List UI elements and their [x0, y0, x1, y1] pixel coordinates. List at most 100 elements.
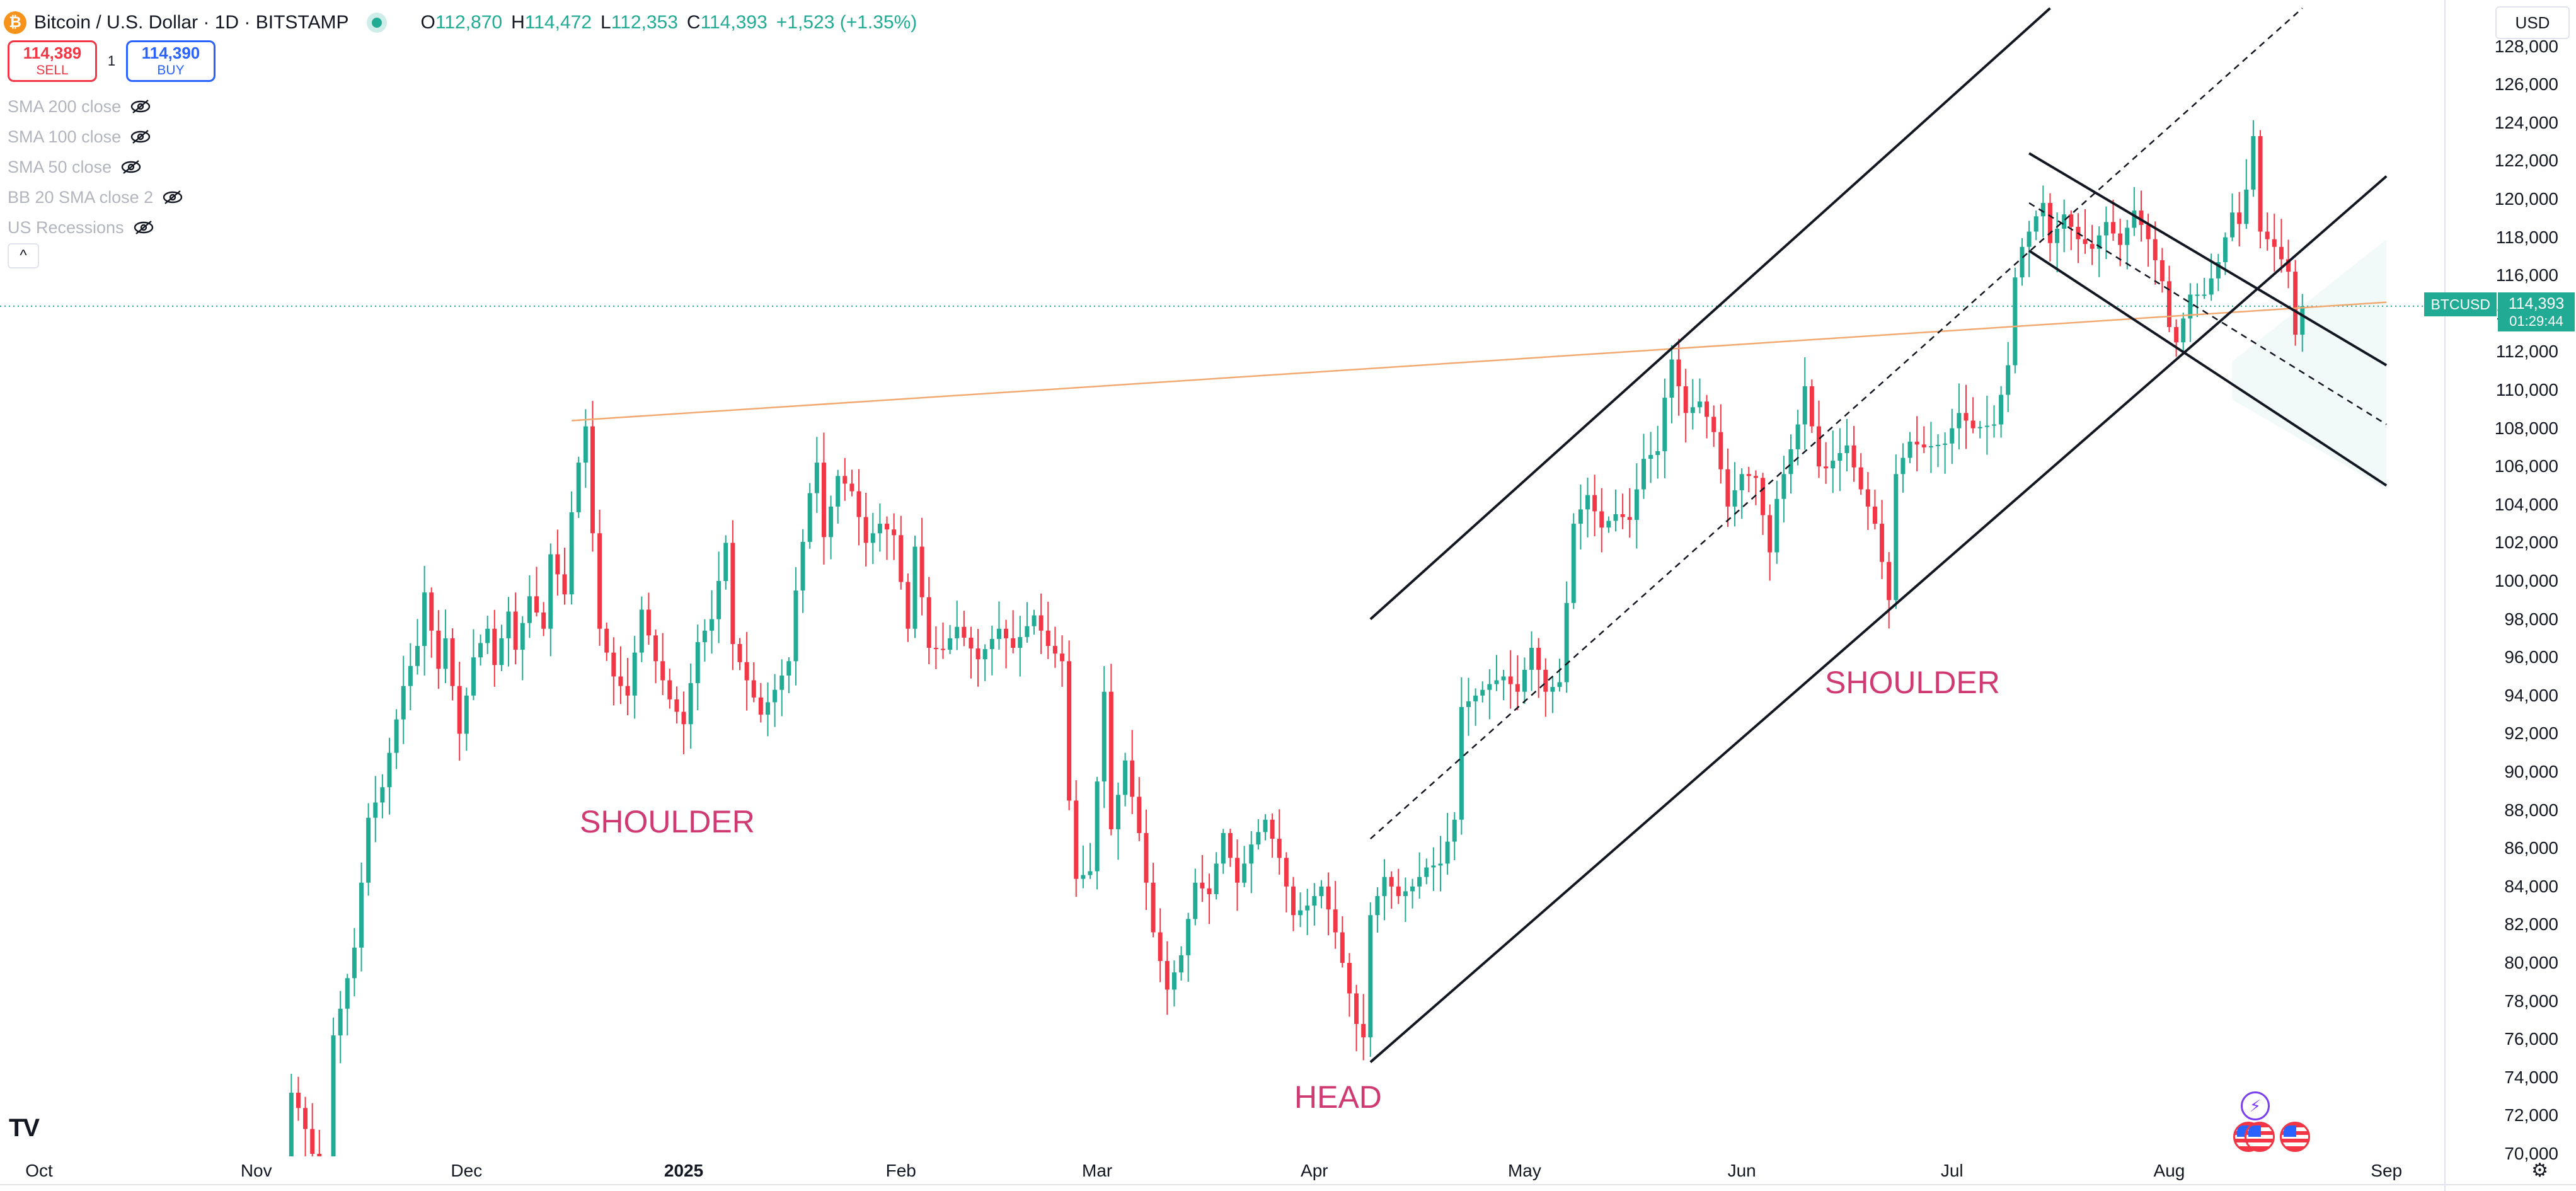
eye-crossed-icon[interactable]: [130, 99, 151, 114]
candle-body: [674, 699, 679, 712]
candle-body: [821, 463, 826, 538]
currency-selector[interactable]: USD: [2495, 6, 2570, 39]
candle-body: [1186, 919, 1191, 955]
descending-upper-line: [2028, 152, 2388, 367]
candle-body: [1774, 498, 1780, 553]
candle-body: [2027, 231, 2032, 247]
eye-crossed-icon[interactable]: [162, 190, 183, 205]
candle-body: [2132, 210, 2137, 228]
candle-body: [653, 635, 658, 662]
candle-body: [471, 657, 476, 696]
candle-body: [1683, 386, 1688, 413]
candle-body: [2139, 210, 2144, 225]
eye-crossed-icon[interactable]: [130, 129, 151, 144]
candle-body: [2174, 327, 2179, 343]
price-tick-label: 80,000: [2504, 953, 2558, 972]
candle-body: [2237, 212, 2242, 224]
candle-body: [1249, 844, 1254, 864]
eye-crossed-icon[interactable]: [133, 220, 154, 235]
candle-body: [2230, 212, 2235, 238]
tradingview-logo[interactable]: TV: [9, 1114, 40, 1142]
candle-body: [1627, 517, 1632, 521]
price-tick-label: 76,000: [2504, 1029, 2558, 1049]
indicator-label: SMA 50 close: [8, 157, 112, 176]
candle-body: [2062, 214, 2067, 229]
candle-body: [429, 592, 434, 631]
indicator-bb-20[interactable]: BB 20 SMA close 2: [8, 182, 183, 212]
head-label[interactable]: HEAD: [1294, 1079, 1382, 1115]
candle-body: [1991, 424, 1996, 426]
symbol-title[interactable]: Bitcoin / U.S. Dollar · 1D · BITSTAMP: [34, 12, 349, 33]
sell-label: SELL: [36, 62, 69, 78]
indicator-sma-100[interactable]: SMA 100 close: [8, 122, 183, 152]
indicator-sma-50[interactable]: SMA 50 close: [8, 152, 183, 182]
candle-body: [1067, 661, 1072, 801]
candle-body: [1312, 895, 1317, 906]
price-tick-label: 112,000: [2495, 342, 2558, 362]
candle-body: [744, 662, 749, 681]
indicator-label: BB 20 SMA close 2: [8, 187, 154, 207]
sell-button[interactable]: 114,389 SELL: [8, 40, 97, 82]
us-flag-icon[interactable]: [2245, 1122, 2275, 1152]
candle-body: [569, 512, 574, 595]
gear-icon[interactable]: ⚙: [2531, 1160, 2548, 1181]
candle-body: [1578, 509, 1583, 524]
indicator-us-recessions[interactable]: US Recessions: [8, 212, 183, 243]
chart-drawings[interactable]: [572, 7, 2388, 1064]
last-price-tag: 114,393 01:29:44: [2498, 292, 2575, 331]
candle-body: [1761, 478, 1766, 515]
candle-body: [1361, 1023, 1366, 1038]
collapse-legend-button[interactable]: ^: [8, 243, 39, 268]
candle-body: [611, 652, 616, 677]
indicator-sma-200[interactable]: SMA 200 close: [8, 91, 183, 122]
candle-body: [1984, 425, 1989, 427]
us-flag-icon[interactable]: [2280, 1122, 2310, 1152]
candle-body: [1928, 446, 1933, 447]
candle-body: [2216, 262, 2221, 279]
candle-body: [1438, 863, 1443, 866]
candle-body: [940, 648, 945, 650]
candle-body: [1781, 474, 1786, 499]
symbol-header[interactable]: ₿ Bitcoin / U.S. Dollar · 1D · BITSTAMP …: [4, 6, 917, 39]
indicator-label: SMA 200 close: [8, 96, 122, 116]
candle-body: [2118, 233, 2123, 245]
candle-body: [450, 638, 455, 686]
candle-body: [1032, 615, 1037, 626]
candle-body: [632, 652, 637, 696]
candle-body: [1108, 691, 1113, 829]
candle-body: [1739, 474, 1744, 491]
candle-body: [2166, 281, 2171, 328]
candle-body: [2146, 224, 2151, 239]
candle-body: [1831, 461, 1836, 469]
candle-body: [710, 619, 715, 631]
flash-icon[interactable]: ⚡: [2241, 1091, 2270, 1120]
candle-body: [548, 554, 553, 629]
candle-body: [1298, 910, 1303, 916]
candle-body: [1872, 506, 1877, 524]
candle-body: [499, 638, 504, 665]
candle-body: [1164, 960, 1170, 990]
quantity-value[interactable]: 1: [107, 53, 116, 69]
time-tick-label: Mar: [1081, 1161, 1113, 1180]
candle-body: [1101, 691, 1107, 782]
price-tick-label: 102,000: [2494, 532, 2558, 553]
candle-body: [1340, 932, 1345, 963]
candle-body: [1277, 839, 1282, 858]
candle-body: [2279, 246, 2284, 260]
eye-crossed-icon[interactable]: [120, 159, 142, 175]
candle-body: [1137, 797, 1142, 833]
candle-body: [1158, 932, 1163, 961]
candle-body: [814, 463, 819, 493]
left-shoulder-label[interactable]: SHOULDER: [580, 804, 755, 839]
time-tick-label: Nov: [240, 1161, 272, 1180]
trade-panel: 114,389 SELL 1 114,390 BUY: [8, 40, 216, 82]
candle-body: [2096, 235, 2102, 249]
right-shoulder-label[interactable]: SHOULDER: [1825, 665, 2000, 700]
candle-body: [1725, 469, 1730, 507]
price-tick-label: 128,000: [2494, 36, 2558, 56]
candle-body: [345, 978, 350, 1009]
last-price: 114,393: [2508, 294, 2565, 313]
candle-body: [2265, 231, 2270, 239]
buy-button[interactable]: 114,390 BUY: [126, 40, 216, 82]
